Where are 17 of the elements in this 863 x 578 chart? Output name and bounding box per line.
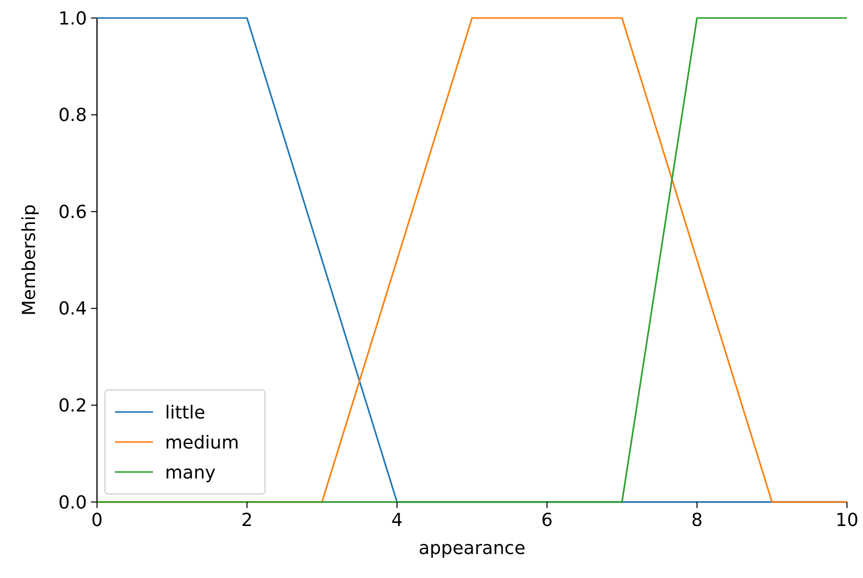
x-tick-label: 8 [691,510,703,531]
x-tick-label: 6 [541,510,553,531]
legend-label: medium [165,432,239,454]
x-tick-label: 10 [836,510,858,531]
y-axis-title: Membership [19,204,40,316]
y-tick-label: 0.6 [58,202,87,223]
y-tick-label: 0.8 [58,105,87,126]
y-tick-label: 1.0 [58,8,87,30]
x-tick-label: 2 [241,510,253,531]
y-tick-label: 0.4 [58,298,87,320]
y-tick-label: 0.2 [58,396,87,416]
legend-label: many [165,462,216,484]
y-tick-label: 0.0 [58,492,87,514]
legend-label: little [165,402,206,424]
x-tick-label: 0 [91,510,103,531]
x-tick-label: 4 [391,510,403,531]
x-axis-title: appearance [418,538,526,559]
